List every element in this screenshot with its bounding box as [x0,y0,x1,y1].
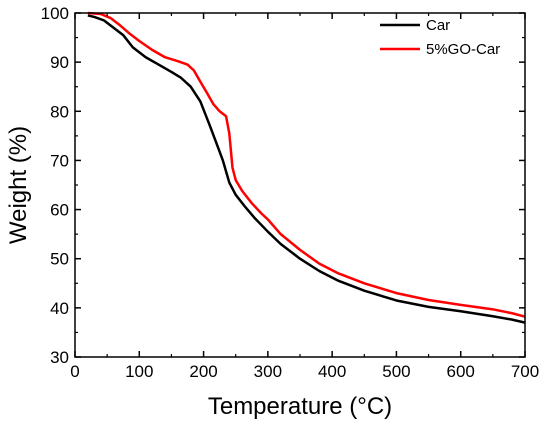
x-tick-label: 200 [189,362,217,381]
y-tick-label: 70 [50,151,69,170]
y-tick-label: 40 [50,299,69,318]
x-tick-label: 100 [125,362,153,381]
ticks-layer: 0 100 200 300 400 500 600 700 30 40 50 60 70 80 90 100 [41,4,540,381]
series-line-car [87,14,526,324]
x-axis-title: Temperature (°C) [208,393,392,420]
y-axis-title: Weight (%) [5,126,32,244]
y-tick-label: 60 [50,201,69,220]
y-tick-label: 100 [41,4,69,23]
y-tick-label: 90 [50,53,69,72]
series-line-go-car [87,11,526,318]
y-tick-label: 50 [50,250,69,269]
x-tick-label: 400 [318,362,346,381]
legend-label-car: Car [426,17,450,34]
y-tick-label: 80 [50,102,69,121]
x-tick-label: 300 [254,362,282,381]
x-tick-label: 0 [70,362,79,381]
x-tick-label: 500 [382,362,410,381]
legend-label-go-car: 5%GO-Car [426,41,500,58]
x-tick-label: 600 [447,362,475,381]
legend: Car 5%GO-Car [380,17,500,58]
series-layer [87,11,526,324]
x-tick-label: 700 [511,362,539,381]
y-tick-label: 30 [50,348,69,367]
